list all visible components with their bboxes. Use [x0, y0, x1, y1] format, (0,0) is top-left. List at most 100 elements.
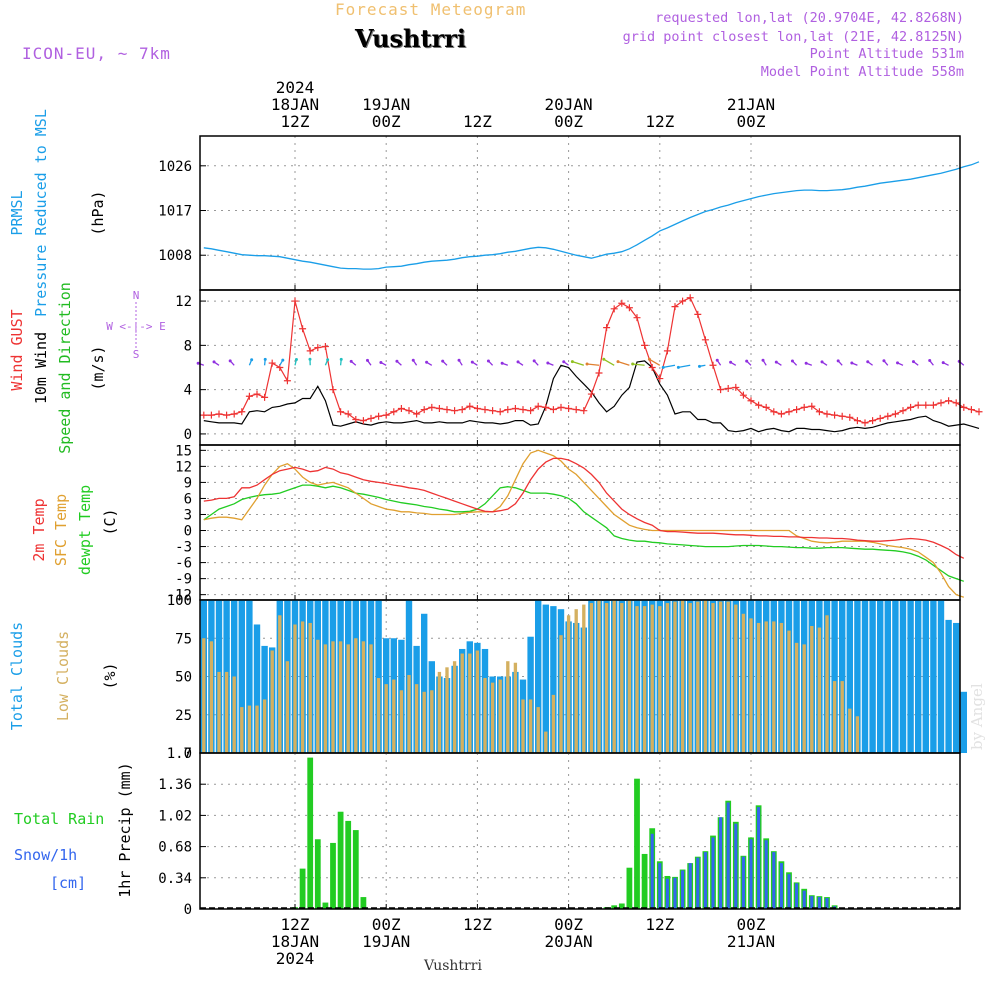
clouds-unit: (%) [101, 662, 119, 689]
clouds-ytick-label: 100 [167, 593, 192, 609]
wind-gust-marker [405, 407, 413, 415]
low-cloud-bar [620, 603, 624, 753]
temperature-ytick-label: 0 [184, 524, 192, 540]
temperature-ytick-label: 9 [184, 475, 192, 491]
temp-label-sfc: SFC Temp [52, 494, 70, 566]
total-cloud-bar [915, 600, 922, 753]
bottom-time-label: 20JAN [545, 932, 593, 951]
pressure-ytick-label: 1008 [158, 248, 192, 264]
low-cloud-bar [323, 644, 328, 753]
low-cloud-bar [665, 603, 670, 753]
wind-gust-marker [451, 407, 459, 415]
low-cloud-bar [756, 622, 761, 753]
wind-gust-marker [496, 408, 504, 416]
precip-ytick-label: 0 [184, 902, 192, 918]
low-cloud-bar [749, 618, 753, 753]
total-cloud-bar [535, 600, 542, 753]
wind-gust-marker [375, 412, 383, 420]
total-cloud-bar [550, 606, 557, 753]
wind-gust-marker [770, 408, 778, 416]
low-cloud-bar [513, 662, 518, 753]
wind-gust-marker [922, 401, 930, 409]
bottom-time-label: 19JAN [362, 932, 410, 951]
low-cloud-bar [566, 615, 571, 753]
wind-direction-arrowhead [212, 360, 216, 364]
wind-gust-marker [641, 341, 649, 349]
snow-bar [757, 807, 761, 909]
wind-direction-arrowhead [546, 361, 550, 365]
snow-bar [711, 837, 715, 909]
wind-ytick-label: 4 [184, 383, 192, 399]
low-cloud-bar [338, 641, 343, 753]
wind-gust-marker [899, 407, 907, 415]
grid-point-coords: grid point closest lon,lat (21E, 42.8125… [622, 29, 964, 45]
temp-label-dewpt: dewpt Temp [76, 485, 94, 575]
snow-bar [817, 897, 821, 909]
top-time-label: 2024 [276, 78, 315, 97]
temperature-ytick-label: 12 [175, 459, 192, 475]
wind-gust-marker [800, 403, 808, 411]
wind-direction-arrow [617, 360, 630, 366]
top-time-label: 18JAN [271, 95, 319, 114]
wind-gust-marker [489, 407, 497, 415]
wind-gust-marker [200, 411, 208, 419]
low-cloud-bar [270, 650, 274, 753]
wind-direction-arrow [632, 363, 645, 366]
wind-gust-marker [420, 406, 428, 414]
wind-ytick-label: 0 [184, 427, 192, 443]
wind-gust-marker [245, 392, 253, 400]
wind-label-direction: Speed and Direction [56, 282, 74, 454]
pressure-unit: (hPa) [89, 190, 107, 235]
wind-direction-arrowhead [365, 358, 369, 362]
wind-gust-marker [527, 407, 535, 415]
wind-gust-marker [891, 410, 899, 418]
wind-gust-marker [519, 406, 527, 414]
total-cloud-bar [846, 600, 853, 753]
low-cloud-bar [703, 600, 708, 753]
temperature-ytick-label: -12 [167, 588, 192, 604]
wind-gust-marker [443, 406, 451, 414]
low-cloud-bar [361, 641, 366, 753]
clouds-ytick-label: 25 [175, 708, 192, 724]
low-cloud-bar [635, 606, 639, 753]
low-cloud-bar [392, 679, 396, 753]
low-cloud-bar [832, 681, 837, 753]
wind-direction-arrowhead [339, 357, 343, 361]
snow-bar [825, 897, 829, 909]
temperature-ytick-label: -3 [175, 540, 192, 556]
snow-bar [741, 856, 745, 909]
wind-direction-arrowhead [697, 364, 701, 368]
wind-direction-arrowhead [486, 359, 490, 363]
wind-gust-marker [413, 410, 421, 418]
wind-gust-marker [352, 416, 360, 424]
chart-title: Forecast Meteogram [335, 0, 527, 19]
low-cloud-bar [627, 600, 632, 753]
wind-gust-marker [283, 377, 291, 385]
compass-south: S [133, 348, 140, 361]
low-cloud-bar [772, 621, 776, 753]
sfc-temp-line [203, 449, 965, 598]
watermark-text: by Angel [968, 683, 986, 750]
wind-direction-arrowhead [349, 359, 353, 363]
low-cloud-bar [741, 613, 746, 753]
model-label: ICON-EU, ~ 7km [22, 44, 171, 63]
wind-gust-marker [686, 294, 694, 302]
wind-direction-arrowhead [294, 357, 298, 361]
snow-bar [810, 896, 814, 909]
wind-gust-marker [967, 406, 975, 414]
top-time-label: 20JAN [545, 95, 593, 114]
wind-gust-marker [831, 411, 839, 419]
top-time-label: 19JAN [362, 95, 410, 114]
low-cloud-bar [673, 601, 677, 753]
low-cloud-bar [787, 630, 791, 753]
wind-ytick-label: 8 [184, 338, 192, 354]
wind-gust-marker [960, 403, 968, 411]
wind-gust-marker [337, 408, 345, 416]
rain-bar [330, 842, 336, 909]
wind-gust-marker [268, 359, 276, 367]
low-cloud-bar [734, 604, 738, 753]
snow-bar [779, 863, 783, 909]
total-cloud-bar [892, 600, 899, 753]
total-cloud-bar [246, 600, 253, 753]
